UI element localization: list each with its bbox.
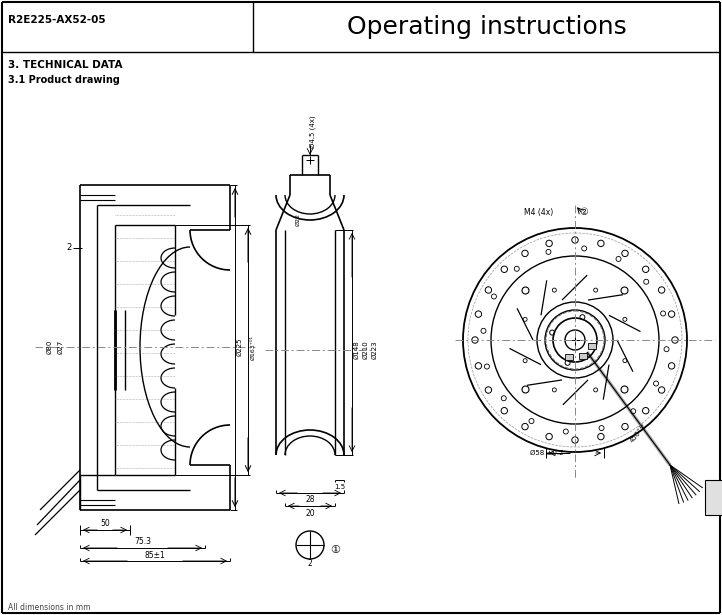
Text: Operating instructions: Operating instructions (347, 15, 627, 39)
Text: 85±1: 85±1 (144, 550, 165, 560)
Text: Ø225: Ø225 (237, 338, 243, 356)
Text: Ø58 ±0.2: Ø58 ±0.2 (530, 450, 563, 456)
Text: 1.5: 1.5 (334, 484, 346, 490)
Text: 3. TECHNICAL DATA: 3. TECHNICAL DATA (8, 60, 123, 70)
Text: 2: 2 (66, 244, 72, 253)
Text: 50: 50 (100, 520, 110, 528)
Text: 3.1 Product drawing: 3.1 Product drawing (8, 75, 120, 85)
Text: Ø80: Ø80 (47, 340, 53, 354)
Bar (705, 480, 722, 515)
Text: Ø27: Ø27 (58, 340, 64, 354)
Text: Ø22: Ø22 (295, 213, 300, 226)
Text: Ø163⁺⁰¹: Ø163⁺⁰¹ (251, 335, 256, 360)
Text: Ø223: Ø223 (372, 341, 378, 359)
Text: 2: 2 (308, 558, 313, 568)
Text: Ø148: Ø148 (354, 341, 360, 359)
Text: ②: ② (579, 207, 588, 217)
Text: 28: 28 (305, 496, 315, 504)
Text: 450⁺¹⁰: 450⁺¹⁰ (628, 423, 648, 443)
Bar (579, 353, 587, 359)
Text: 75.3: 75.3 (134, 538, 152, 547)
Text: All dimensions in mm: All dimensions in mm (8, 603, 90, 611)
Bar (565, 354, 573, 360)
Text: ①: ① (330, 545, 340, 555)
Text: Ø4.5 (4x): Ø4.5 (4x) (310, 116, 316, 148)
Bar (588, 343, 596, 349)
Text: 20: 20 (305, 509, 315, 517)
Text: R2E225-AX52-05: R2E225-AX52-05 (8, 15, 105, 25)
Text: M4 (4x): M4 (4x) (523, 207, 553, 216)
Text: Ø210: Ø210 (363, 341, 369, 359)
